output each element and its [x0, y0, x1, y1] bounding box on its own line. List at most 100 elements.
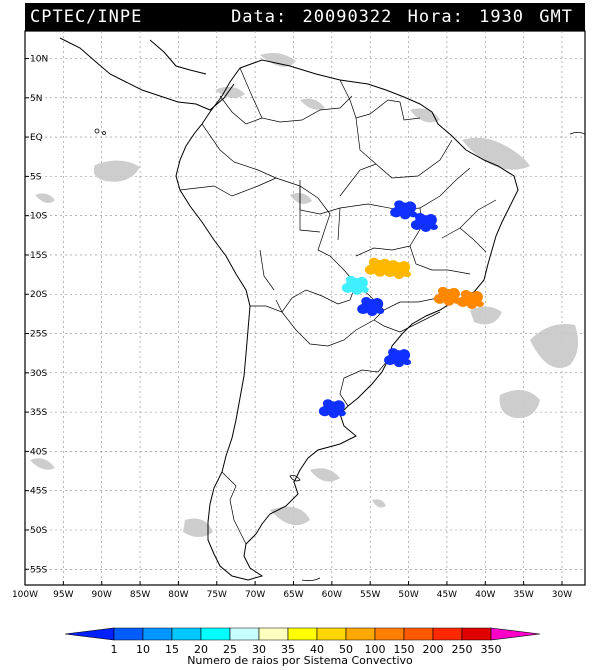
system-cell [360, 286, 369, 293]
longitude-labels: 100W 95W 90W 85W 80W 75W 70W 65W 60W 55W 50W 45W 40W… [12, 581, 572, 600]
system-cell [410, 219, 423, 230]
colorbar-tick-label: 200 [423, 643, 444, 656]
convective-system [410, 212, 438, 232]
colorbar-tick-label: 350 [481, 643, 502, 656]
system-cell [429, 223, 438, 230]
colorbar-tick-label: 50 [339, 643, 353, 656]
date-label: Data: [231, 7, 288, 27]
system-cell [390, 207, 403, 218]
system-cell [318, 406, 331, 417]
colorbar-tick-label: 40 [310, 643, 324, 656]
lon-label: 35W [513, 590, 533, 600]
colorbar-swatch [461, 627, 492, 641]
lon-label: 100W [12, 590, 38, 600]
lat-label: 45S [30, 487, 47, 497]
colorbar-swatch [64, 627, 115, 641]
system-cell [394, 359, 405, 368]
system-cell [341, 282, 354, 293]
colorbar-tick-label: 250 [452, 643, 473, 656]
system-cell [361, 297, 372, 306]
system-cell [355, 276, 368, 289]
colorbar-tick-label: 1 [111, 643, 118, 656]
lon-label: 80W [168, 590, 188, 600]
system-cell [388, 348, 399, 357]
lon-label: 40W [475, 590, 495, 600]
system-cell [328, 410, 339, 419]
country-borders [179, 67, 497, 545]
colorbar-tick-label: 35 [281, 643, 295, 656]
lat-label: 40S [30, 447, 47, 457]
system-cell [398, 261, 411, 274]
system-cell [322, 399, 333, 408]
system-cell [443, 297, 454, 306]
colorbar: 1 10 15 20 25 30 35 40 50 100 150 200 250 350 [64, 627, 541, 656]
system-cell [447, 287, 460, 300]
colorbar-swatch [200, 627, 231, 641]
lon-label: 30W [552, 590, 572, 600]
lat-label: 5S [30, 172, 42, 182]
system-cell [398, 349, 411, 362]
system-cell [420, 223, 431, 232]
map-frame [24, 30, 586, 586]
convective-system [318, 399, 346, 419]
system-cell [424, 213, 437, 226]
lat-label: 10S [30, 212, 47, 222]
lat-label: EQ [30, 133, 43, 143]
system-cell [337, 410, 346, 417]
convective-system [341, 275, 369, 295]
system-cell [403, 271, 412, 278]
system-cell [437, 286, 448, 295]
datetime-label: Data: 20090322 Hora: 1930 GMT [231, 3, 573, 31]
system-cell [332, 400, 345, 413]
colorbar-swatch [432, 627, 463, 641]
colorbar-tick-label: 25 [223, 643, 237, 656]
colorbar-swatch [171, 627, 202, 641]
system-cell [433, 293, 446, 304]
system-cell [384, 267, 397, 278]
colorbar-tick-label: 30 [252, 643, 266, 656]
lat-lon-grid [25, 31, 585, 585]
time-value: 1930 [479, 7, 525, 27]
convective-system [390, 200, 418, 220]
lon-label: 85W [130, 590, 150, 600]
colorbar-swatch [287, 627, 318, 641]
system-cell [376, 308, 385, 315]
system-cell [404, 201, 417, 214]
convective-systems [318, 200, 484, 419]
latitude-labels: 10N 5N EQ 5S 10S 15S 20S 25S 30S 35S 40S 45S 50S 55S [25, 55, 48, 575]
lon-label: 90W [92, 590, 112, 600]
convective-system [456, 289, 484, 309]
colorbar-swatch [258, 627, 289, 641]
lat-label: 50S [30, 526, 47, 536]
system-cell [394, 271, 405, 280]
lon-label: 45W [437, 590, 457, 600]
system-cell [351, 286, 362, 295]
lon-label: 50W [398, 590, 418, 600]
lat-label: 35S [30, 408, 47, 418]
colorbar-swatch [316, 627, 347, 641]
lat-label: 25S [30, 330, 47, 340]
system-cell [345, 275, 356, 284]
south-america-coastline [175, 59, 519, 581]
system-cell [367, 308, 378, 317]
colorbar-swatch [403, 627, 434, 641]
colorbar-swatch [113, 627, 144, 641]
system-cell [414, 212, 425, 221]
lat-label: 10N [30, 55, 48, 65]
lat-label: 20S [30, 290, 47, 300]
source-label: CPTEC/INPE [30, 7, 143, 27]
colorbar-swatch [490, 627, 541, 641]
lon-label: 65W [283, 590, 303, 600]
system-cell [475, 300, 484, 307]
colorbar-label: Numero de raios por Sistema Convectivo [187, 654, 413, 667]
system-cell [374, 268, 385, 277]
colorbar-swatch [374, 627, 405, 641]
lon-label: 75W [207, 590, 227, 600]
lon-label: 70W [245, 590, 265, 600]
system-cell [470, 290, 483, 303]
central-america-coastline [59, 37, 235, 111]
colorbar-tick-label: 15 [165, 643, 179, 656]
system-cell [394, 200, 405, 209]
timezone: GMT [539, 7, 573, 27]
system-cell [460, 289, 471, 298]
